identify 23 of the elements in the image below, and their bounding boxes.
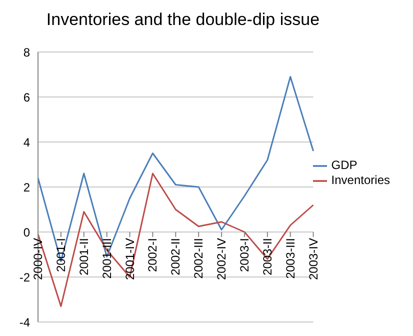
x-tick-label: 2000-IV (31, 238, 45, 280)
x-tick-label: 2002-IV (214, 238, 229, 280)
x-tick-label: 2003-I (237, 238, 252, 272)
x-tick-label: 2001-I (54, 238, 68, 272)
x-tick-label: 2003-III (283, 238, 298, 279)
x-tick-label: 2002-I (146, 238, 160, 272)
legend-label: GDP (331, 158, 358, 172)
y-tick-label: -2 (19, 270, 30, 284)
x-tick-label: 2002-II (168, 238, 183, 276)
y-tick-label: -4 (19, 315, 30, 330)
legend-label: Inventories (331, 173, 390, 187)
x-tick-label: 2001-III (100, 238, 114, 279)
y-tick-label: 4 (23, 135, 30, 150)
x-tick-label: 2002-III (192, 238, 206, 279)
y-tick-label: 0 (23, 225, 30, 240)
y-tick-label: 6 (23, 90, 30, 104)
x-tick-label: 2003-II (260, 238, 274, 276)
x-tick-label: 2003-IV (306, 238, 320, 280)
y-tick-label: 8 (23, 45, 30, 60)
x-tick-label: 2001-IV (122, 238, 137, 280)
x-tick-label: 2001-II (76, 238, 91, 276)
chart-title: Inventories and the double-dip issue (45, 10, 321, 30)
y-tick-label: 2 (23, 180, 30, 194)
